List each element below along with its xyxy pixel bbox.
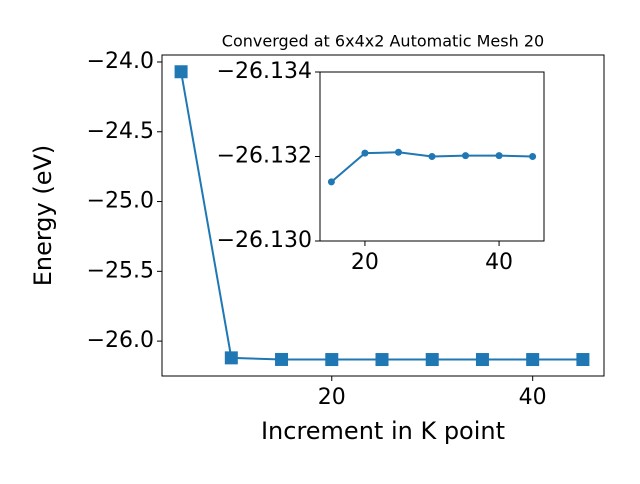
y-tick-label: −25.5	[87, 258, 154, 283]
axes-frame	[161, 54, 605, 377]
y-tick-label: −24.0	[87, 49, 154, 74]
marker	[224, 351, 238, 365]
marker	[325, 353, 339, 367]
marker	[174, 65, 188, 79]
y-tick-label: −26.0	[87, 328, 154, 353]
x-tick-label: 20	[318, 385, 346, 410]
x-tick-label: 40	[519, 385, 547, 410]
marker	[275, 352, 289, 366]
y-axis-label: Energy (eV)	[29, 145, 57, 287]
marker	[475, 353, 489, 367]
chart-title: Converged at 6x4x2 Automatic Mesh 20	[222, 32, 544, 51]
y-tick-label: −26.132	[217, 144, 312, 169]
x-tick-label: 40	[485, 250, 513, 275]
marker	[529, 153, 537, 160]
marker	[495, 152, 503, 160]
axes-frame	[319, 71, 545, 242]
marker	[428, 153, 436, 160]
y-tick-label: −24.5	[87, 119, 154, 144]
y-tick-label: −26.130	[217, 228, 312, 253]
marker	[361, 149, 369, 157]
x-tick-label: 20	[351, 250, 379, 275]
marker	[425, 353, 439, 367]
marker	[526, 353, 540, 367]
marker	[576, 353, 590, 367]
x-axis-label: Increment in K point	[261, 417, 505, 445]
y-tick-label: −25.0	[87, 189, 154, 214]
marker	[394, 148, 402, 156]
marker	[327, 178, 335, 186]
marker	[375, 353, 389, 367]
y-tick-label: −26.134	[217, 59, 312, 84]
marker	[462, 152, 470, 160]
